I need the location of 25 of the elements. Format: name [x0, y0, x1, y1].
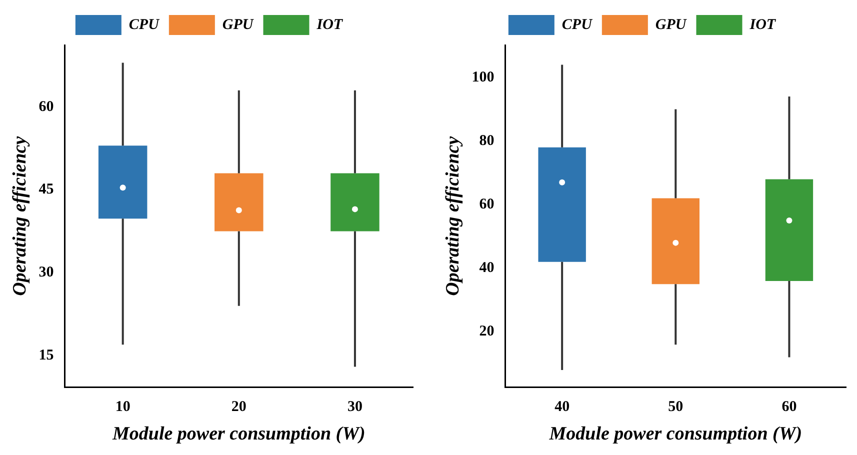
x-axis-title: Module power consumption (W): [548, 424, 802, 445]
y-axis-title: Operating efficiency: [442, 136, 464, 296]
y-tick-label: 100: [472, 69, 494, 86]
y-tick-label: 30: [38, 264, 54, 281]
legend-label: IOT: [316, 16, 344, 33]
legend-label: GPU: [655, 16, 688, 33]
legend-label: CPU: [128, 16, 160, 33]
x-tick-label: 40: [554, 399, 570, 416]
y-tick-label: 20: [479, 324, 494, 340]
x-tick-label: 30: [347, 399, 362, 416]
x-axis-title: Module power consumption (W): [111, 424, 366, 445]
x-tick-label: 20: [231, 399, 246, 416]
x-tick-label: 60: [782, 399, 797, 416]
y-tick-label: 45: [38, 182, 54, 198]
x-tick-label: 10: [115, 399, 130, 416]
y-axis-title: Operating efficiency: [9, 136, 30, 296]
legend-label: IOT: [748, 16, 776, 33]
y-tick-label: 60: [38, 98, 54, 115]
y-tick-label: 80: [479, 132, 494, 149]
y-tick-label: 60: [479, 196, 494, 213]
legend-label: GPU: [222, 16, 254, 33]
legend-label: CPU: [562, 16, 594, 33]
x-tick-label: 50: [668, 399, 684, 416]
y-tick-label: 40: [479, 260, 494, 276]
y-tick-label: 15: [38, 348, 54, 364]
